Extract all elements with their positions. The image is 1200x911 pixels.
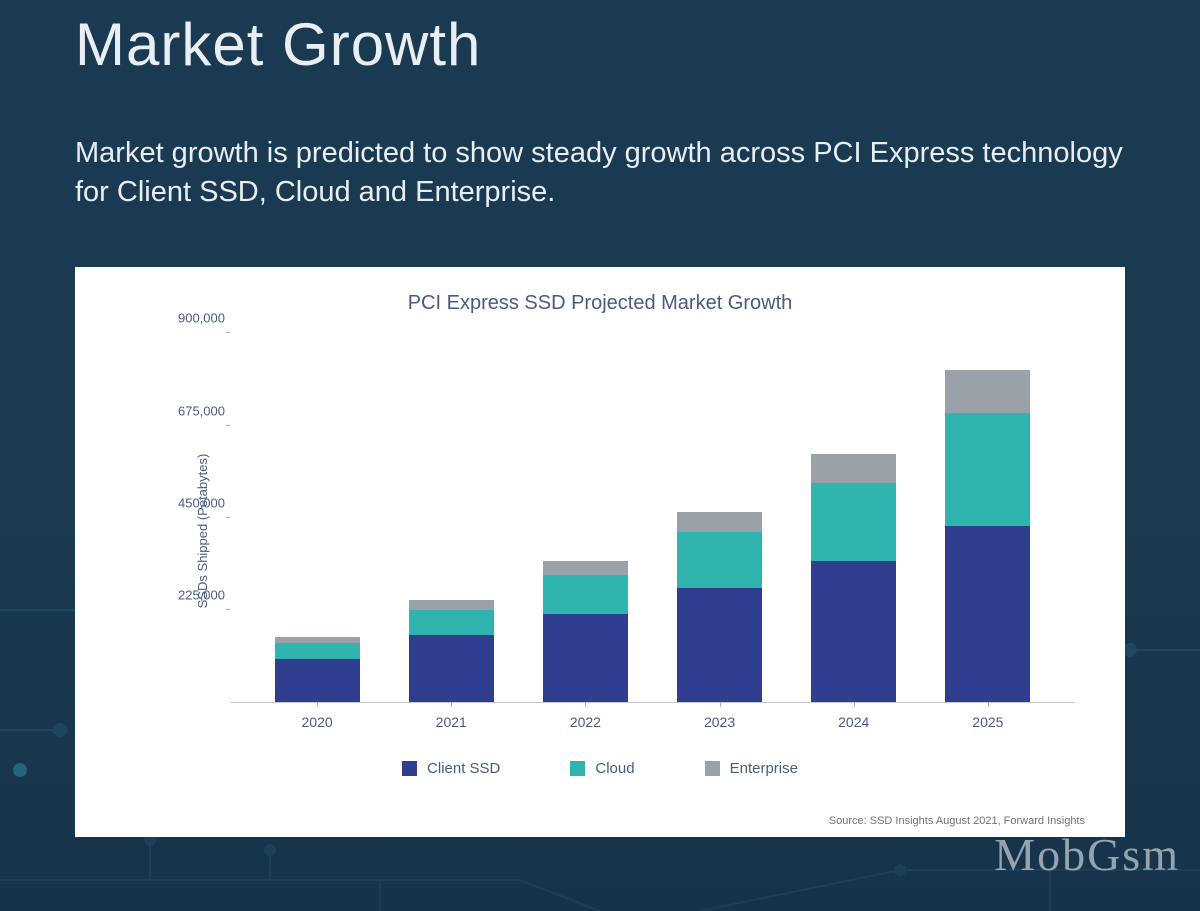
bar-segment xyxy=(409,600,494,610)
bar-segment xyxy=(677,512,762,532)
bar-segment xyxy=(677,532,762,587)
legend-label: Client SSD xyxy=(427,760,500,777)
legend-item: Cloud xyxy=(570,760,634,777)
legend-swatch xyxy=(705,761,720,776)
bar-segment xyxy=(543,614,628,702)
bar-segment xyxy=(677,588,762,703)
watermark: MobGsm xyxy=(994,828,1180,881)
x-category-label: 2024 xyxy=(838,714,869,730)
x-category-label: 2021 xyxy=(436,714,467,730)
y-tick-label: 900,000 xyxy=(165,311,225,326)
bar-segment xyxy=(811,454,896,483)
bar-segment xyxy=(409,635,494,703)
bar-column: 2022 xyxy=(543,333,628,702)
legend-swatch xyxy=(570,761,585,776)
x-category-label: 2025 xyxy=(972,714,1003,730)
slide-title: Market Growth xyxy=(75,0,1125,79)
bar-segment xyxy=(543,575,628,614)
legend-item: Enterprise xyxy=(705,760,798,777)
bar-segment xyxy=(945,413,1030,526)
bar-segment xyxy=(811,483,896,561)
bar-segment xyxy=(275,659,360,702)
chart-title: PCI Express SSD Projected Market Growth xyxy=(115,292,1085,315)
bar-segment xyxy=(945,370,1030,413)
chart-source: Source: SSD Insights August 2021, Forwar… xyxy=(829,815,1085,827)
x-category-label: 2020 xyxy=(302,714,333,730)
bar-column: 2025 xyxy=(945,333,1030,702)
y-tick-label: 450,000 xyxy=(165,495,225,510)
bar-column: 2023 xyxy=(677,333,762,702)
bar-segment xyxy=(409,610,494,635)
slide-subtitle: Market growth is predicted to show stead… xyxy=(75,134,1125,212)
legend-swatch xyxy=(402,761,417,776)
legend-label: Cloud xyxy=(595,760,634,777)
y-tick-label: 225,000 xyxy=(165,588,225,603)
bar-segment xyxy=(945,526,1030,702)
bars-container: 2020 2021 2022 2023 2024 2025 xyxy=(230,333,1075,702)
bar-segment xyxy=(275,643,360,659)
y-tick-label: 675,000 xyxy=(165,403,225,418)
legend: Client SSD Cloud Enterprise xyxy=(115,760,1085,777)
bar-segment xyxy=(543,561,628,575)
bar-column: 2021 xyxy=(409,333,494,702)
x-category-label: 2023 xyxy=(704,714,735,730)
chart-panel: PCI Express SSD Projected Market Growth … xyxy=(75,267,1125,837)
plot-area: 202020212022202320242025 225,000450,0006… xyxy=(230,333,1075,703)
bar-column: 2024 xyxy=(811,333,896,702)
legend-item: Client SSD xyxy=(402,760,500,777)
bar-column: 2020 xyxy=(275,333,360,702)
y-axis-label: SSDs Shipped (Petabytes) xyxy=(195,453,210,608)
x-category-label: 2022 xyxy=(570,714,601,730)
legend-label: Enterprise xyxy=(730,760,798,777)
bar-segment xyxy=(811,561,896,702)
